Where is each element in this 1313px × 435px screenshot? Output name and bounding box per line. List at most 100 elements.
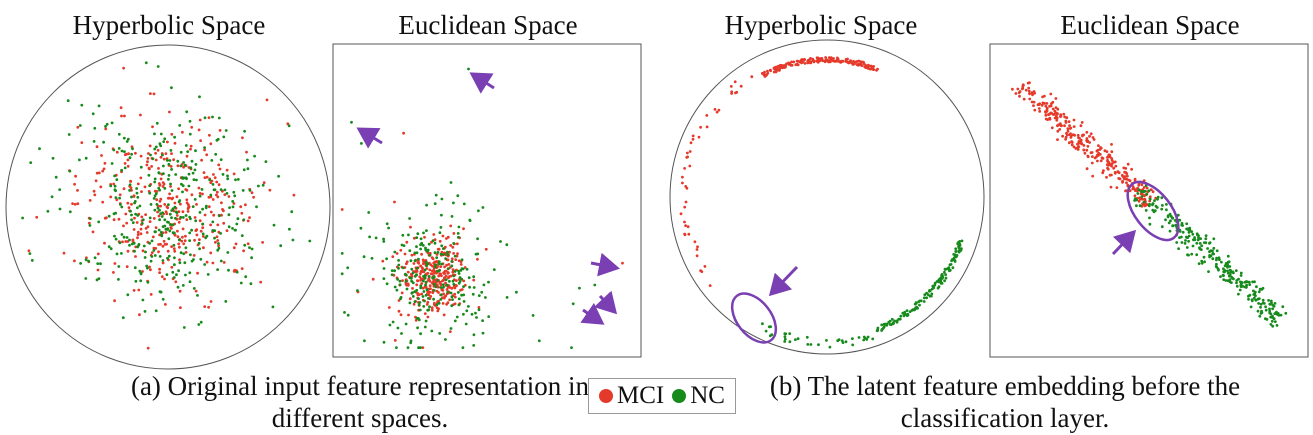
nc-point [109, 184, 113, 188]
mci-point [400, 291, 404, 295]
nc-point [434, 193, 438, 197]
mci-point [399, 248, 403, 252]
nc-point [169, 223, 172, 227]
nc-point [1272, 317, 1276, 320]
nc-point [487, 315, 491, 318]
mci-point [683, 220, 686, 224]
nc-point [902, 314, 906, 318]
nc-point [936, 286, 940, 290]
nc-point [423, 325, 427, 329]
nc-point [452, 242, 456, 245]
nc-point [956, 241, 960, 245]
nc-point [162, 140, 166, 144]
mci-point [139, 176, 143, 180]
nc-point [219, 158, 223, 162]
mci-point [185, 188, 189, 192]
mci-point [96, 268, 100, 272]
mci-point [1064, 137, 1067, 141]
nc-point [475, 316, 478, 319]
mci-point [162, 157, 166, 161]
mci-point [1108, 173, 1112, 177]
nc-point [368, 235, 371, 239]
nc-point [216, 137, 220, 141]
nc-point [131, 221, 135, 225]
nc-point [79, 262, 82, 265]
nc-point [243, 243, 247, 247]
mci-point [452, 252, 455, 255]
mci-point [122, 187, 126, 191]
nc-point [201, 207, 205, 211]
highlight-ellipse [1126, 180, 1180, 242]
nc-point [770, 333, 774, 337]
nc-point [410, 279, 413, 283]
nc-point [231, 200, 235, 203]
nc-point [123, 166, 127, 170]
nc-point [432, 297, 435, 301]
mci-point [1110, 157, 1114, 160]
nc-point [68, 210, 72, 214]
mci-point [205, 153, 209, 157]
panel-title-euclidean-a: Euclidean Space [398, 10, 578, 40]
nc-point [422, 274, 425, 278]
mci-point [430, 272, 434, 276]
nc-point [210, 159, 214, 162]
nc-point [1147, 189, 1151, 193]
mci-point [407, 313, 410, 317]
nc-point [287, 124, 291, 128]
mci-point [688, 150, 692, 153]
nc-point [175, 273, 178, 277]
mci-point [177, 242, 181, 246]
nc-point [175, 211, 179, 215]
nc-point [21, 216, 24, 220]
mci-point [156, 148, 160, 152]
outlier-point [621, 261, 624, 265]
nc-point [477, 209, 480, 213]
nc-point [467, 305, 470, 308]
nc-point [1274, 312, 1278, 316]
nc-point [250, 247, 254, 251]
mci-point [1076, 133, 1080, 137]
mci-point [836, 56, 839, 60]
nc-point [177, 238, 181, 242]
nc-point [110, 162, 114, 165]
nc-point [224, 300, 228, 303]
mci-point [763, 70, 766, 74]
nc-point [396, 277, 399, 281]
nc-point [1191, 244, 1195, 248]
mci-point [158, 183, 162, 187]
nc-point [788, 340, 792, 344]
mci-point [208, 133, 211, 137]
mci-point [161, 261, 165, 265]
outlier-point [467, 67, 470, 71]
nc-point [123, 150, 126, 154]
mci-point [121, 240, 124, 244]
nc-point [1181, 230, 1185, 234]
nc-point [438, 332, 442, 335]
mci-point [1096, 154, 1100, 157]
nc-point [391, 320, 395, 324]
mci-point [405, 240, 409, 244]
nc-point [851, 343, 855, 347]
nc-point [472, 333, 476, 337]
nc-point [120, 205, 124, 209]
nc-point [401, 233, 405, 237]
mci-point [406, 282, 410, 286]
nc-point [217, 246, 221, 250]
nc-point [1196, 233, 1199, 237]
mci-point [176, 229, 179, 233]
mci-point [144, 213, 148, 217]
mci-point [800, 59, 804, 63]
nc-point [239, 281, 243, 285]
mci-point [1018, 94, 1021, 98]
nc-point [954, 250, 958, 253]
nc-point [172, 276, 176, 279]
mci-point [429, 287, 432, 290]
mci-point [1054, 97, 1058, 100]
nc-point [451, 279, 455, 283]
mci-point [292, 193, 296, 197]
nc-point [356, 289, 359, 292]
nc-point [1180, 241, 1184, 244]
nc-point [462, 202, 466, 206]
mci-point [1145, 203, 1149, 207]
nc-point [122, 136, 126, 140]
